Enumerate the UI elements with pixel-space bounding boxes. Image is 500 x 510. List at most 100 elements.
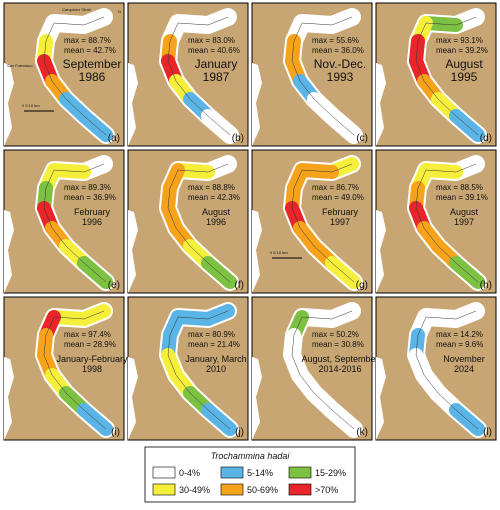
date-label: 1986 (79, 70, 106, 84)
legend-label: 5-14% (247, 468, 273, 478)
strait-label: Carquinez Strait (62, 7, 92, 12)
mean-value: mean = 28.9% (64, 340, 116, 349)
legend: Trochammina hadai 0-4% 5-14% 15-29% 30-49% 50… (144, 446, 356, 503)
date-label: 2024 (454, 364, 474, 374)
max-value: max = 93.1% (436, 36, 483, 45)
bay-outline (43, 310, 107, 430)
date-label: 1996 (82, 217, 102, 227)
mean-value: mean = 49.0% (312, 193, 364, 202)
legend-swatch (152, 466, 176, 479)
bay-outline (291, 163, 355, 283)
max-value: max = 88.5% (436, 183, 483, 192)
ocean (128, 210, 138, 293)
legend-label: 0-4% (179, 468, 200, 478)
bay-outline (43, 163, 107, 283)
date-label: 1996 (206, 217, 226, 227)
date-label: 1998 (82, 364, 102, 374)
legend-label: >70% (315, 485, 338, 495)
mean-value: mean = 42.3% (188, 193, 240, 202)
bay-outline (291, 16, 355, 136)
legend-title: Trochammina hadai (211, 451, 291, 461)
mean-value: mean = 40.6% (188, 46, 240, 55)
mean-value: mean = 21.4% (188, 340, 240, 349)
legend-box (144, 446, 356, 503)
panel-letter: (l) (483, 427, 492, 438)
panel-letter: (d) (480, 133, 492, 144)
max-value: max = 14.2% (436, 330, 483, 339)
ocean (252, 357, 262, 440)
panel-letter: (k) (356, 427, 368, 438)
scale-label: 0 5 10 km (270, 250, 288, 255)
north-arrow: N (118, 9, 121, 14)
date-label: January (195, 57, 238, 71)
mean-value: mean = 39.2% (436, 46, 488, 55)
bay-outline (415, 310, 479, 430)
date-label: 1997 (454, 217, 474, 227)
legend-label: 50-69% (247, 485, 278, 495)
date-label: February (74, 207, 111, 217)
city-label: San Francisco (7, 63, 33, 68)
legend-label: 15-29% (315, 468, 346, 478)
map-panel: max = 50.2%mean = 30.8% August, September… (251, 296, 379, 441)
date-label: August (450, 207, 479, 217)
max-value: max = 80.9% (188, 330, 235, 339)
date-label: February (322, 207, 359, 217)
max-value: max = 50.2% (312, 330, 359, 339)
ocean (376, 210, 386, 293)
max-value: max = 55.6% (312, 36, 359, 45)
ocean (376, 357, 386, 440)
panel-letter: (g) (356, 280, 368, 291)
mean-value: mean = 42.7% (64, 46, 116, 55)
ocean (376, 63, 386, 146)
legend-swatch (220, 466, 244, 479)
date-label: 1993 (327, 70, 354, 84)
mean-value: mean = 30.8% (312, 340, 364, 349)
mean-value: mean = 39.1% (436, 193, 488, 202)
max-value: max = 89.3% (64, 183, 111, 192)
map-panel: max = 55.6%mean = 36.0% Nov.-Dec.1993 (c) (251, 2, 373, 147)
ocean (4, 63, 14, 146)
legend-swatch (288, 483, 312, 496)
panel-letter: (b) (232, 133, 244, 144)
panel-letter: (i) (111, 427, 120, 438)
map-panel: max = 97.4%mean = 28.9% January-February1… (3, 296, 128, 441)
date-label: November (443, 354, 485, 364)
panel-letter: (h) (480, 280, 492, 291)
mean-value: mean = 36.0% (312, 46, 364, 55)
mean-value: mean = 9.6% (436, 340, 483, 349)
max-value: max = 97.4% (64, 330, 111, 339)
date-label: 1997 (330, 217, 350, 227)
bay-outline (167, 163, 231, 283)
mean-value: mean = 36.9% (64, 193, 116, 202)
legend-swatch (288, 466, 312, 479)
ocean (4, 210, 14, 293)
date-label: August, September (301, 354, 378, 364)
date-label: 1995 (451, 70, 478, 84)
date-label: August (202, 207, 231, 217)
bay-outline (167, 16, 231, 136)
date-label: September (63, 57, 122, 71)
date-label: January-February (56, 354, 128, 364)
bay-outline (415, 163, 479, 283)
legend-swatch (220, 483, 244, 496)
legend-swatch (152, 483, 176, 496)
bay-outline (167, 310, 231, 430)
date-label: January, March (185, 354, 246, 364)
legend-label: 30-49% (179, 485, 210, 495)
panel-letter: (f) (235, 280, 244, 291)
scale-label: 0 5 10 km (22, 103, 40, 108)
panel-letter: (e) (108, 280, 120, 291)
bay-outline (415, 16, 479, 136)
date-label: 1987 (203, 70, 230, 84)
date-label: 2010 (206, 364, 226, 374)
ocean (252, 63, 262, 146)
ocean (4, 357, 14, 440)
max-value: max = 83.0% (188, 36, 235, 45)
ocean (128, 357, 138, 440)
